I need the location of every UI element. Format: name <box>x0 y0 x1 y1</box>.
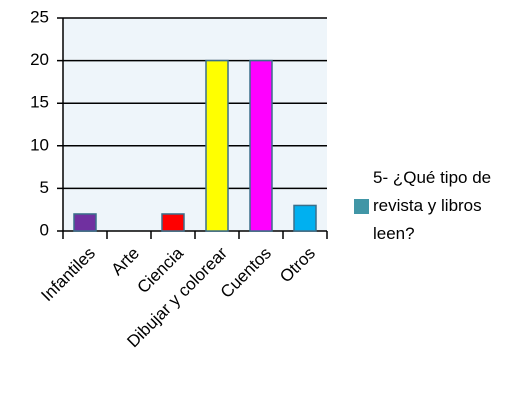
y-tick-label: 25 <box>30 7 49 26</box>
x-tick-label: Infantiles <box>37 244 99 306</box>
legend-swatch <box>354 198 369 214</box>
y-tick-label: 0 <box>40 220 49 239</box>
legend-label: 5- ¿Qué tipo de revista y libros leen? <box>373 168 492 243</box>
bar <box>73 213 97 232</box>
plot-area <box>63 18 327 231</box>
x-tick-label: Otros <box>276 244 319 287</box>
x-tick-label: Arte <box>108 244 143 279</box>
y-tick-label: 5 <box>40 178 49 197</box>
y-tick-label: 20 <box>30 50 49 69</box>
bar <box>161 213 185 232</box>
y-tick-label: 10 <box>30 135 49 154</box>
legend: 5- ¿Qué tipo de revista y libros leen? <box>354 164 519 248</box>
y-tick-label: 15 <box>30 93 49 112</box>
bar <box>249 59 273 232</box>
bar <box>293 204 317 232</box>
bar <box>205 59 229 232</box>
